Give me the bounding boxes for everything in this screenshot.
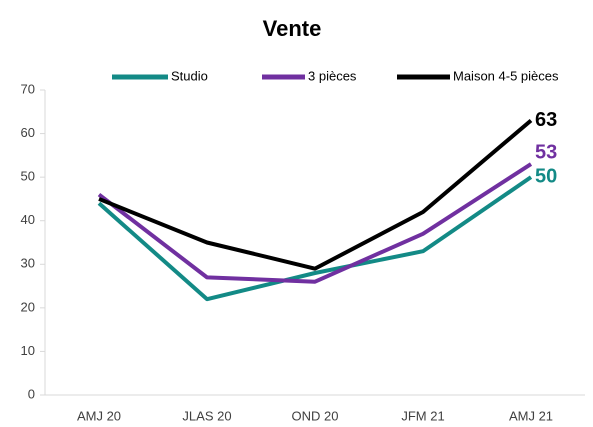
x-tick-label: JLAS 20	[182, 408, 231, 423]
data-label: 63	[535, 109, 557, 131]
y-tick-label: 20	[21, 299, 35, 314]
series-line	[97, 175, 533, 302]
y-tick-label: 30	[21, 256, 35, 271]
data-label: 53	[535, 141, 557, 163]
legend-label: Studio	[171, 68, 208, 83]
y-tick-label: 50	[21, 169, 35, 184]
x-tick-label: OND 20	[292, 408, 339, 423]
y-tick-label: 10	[21, 343, 35, 358]
legend-label: 3 pièces	[308, 68, 357, 83]
y-tick-label: 0	[28, 386, 35, 401]
x-tick-label: AMJ 20	[77, 408, 121, 423]
y-tick-label: 70	[21, 81, 35, 96]
data-label: 50	[535, 165, 557, 187]
legend-label: Maison 4-5 pièces	[453, 68, 559, 83]
series-line	[98, 118, 533, 271]
x-tick-label: JFM 21	[401, 408, 444, 423]
y-tick-label: 60	[21, 125, 35, 140]
x-tick-label: AMJ 21	[509, 408, 553, 423]
series-line	[97, 162, 533, 284]
y-tick-label: 40	[21, 212, 35, 227]
chart-title: Vente	[263, 16, 322, 41]
